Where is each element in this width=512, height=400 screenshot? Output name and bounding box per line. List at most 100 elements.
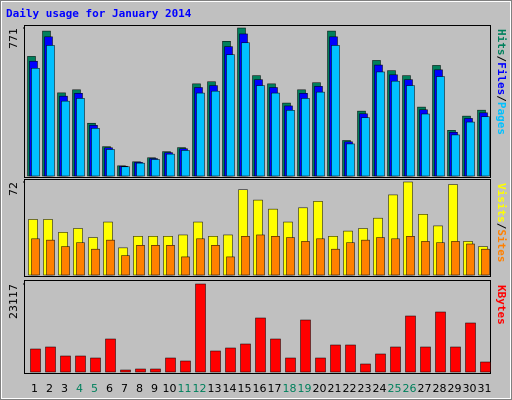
bar	[91, 128, 100, 177]
bar	[420, 346, 431, 373]
legend-entry: Files	[495, 62, 508, 95]
bar	[345, 344, 356, 373]
bar	[31, 68, 40, 177]
x-tick-label: 22	[343, 382, 357, 395]
bar	[31, 238, 40, 276]
bar	[166, 153, 175, 177]
legend-entry: Pages	[495, 102, 508, 135]
bar	[271, 92, 280, 177]
legend-separator: /	[495, 56, 508, 63]
y-tick-label: 72	[7, 182, 20, 196]
bar	[151, 159, 160, 177]
bar	[481, 116, 490, 177]
bar	[211, 90, 220, 177]
x-tick-label: 5	[91, 382, 98, 395]
bar	[361, 239, 370, 276]
legend-separator: /	[495, 223, 508, 230]
bar	[330, 344, 341, 373]
bar	[151, 245, 160, 276]
x-tick-label: 28	[433, 382, 447, 395]
x-tick-label: 4	[76, 382, 83, 395]
bar	[451, 134, 460, 177]
x-tick-label: 23	[358, 382, 372, 395]
bar	[361, 117, 370, 177]
bar	[466, 121, 475, 177]
bar	[195, 283, 206, 373]
bar	[76, 98, 85, 177]
bar	[286, 110, 295, 177]
bar	[316, 91, 325, 177]
bar	[375, 353, 386, 373]
x-tick-label: 17	[268, 382, 282, 395]
bar	[376, 237, 385, 276]
x-tick-label: 8	[136, 382, 143, 395]
x-tick-label: 21	[328, 382, 342, 395]
bar	[105, 338, 116, 373]
bar	[436, 76, 445, 177]
legend-entry: KBytes	[495, 285, 508, 325]
bar	[46, 45, 55, 177]
bar	[376, 71, 385, 177]
bar	[121, 166, 130, 177]
bar	[60, 355, 71, 373]
bar	[255, 317, 266, 373]
bar	[300, 319, 311, 373]
bar	[106, 149, 115, 177]
x-tick-label: 1	[31, 382, 38, 395]
x-tick-label: 14	[223, 382, 237, 395]
bar	[181, 150, 190, 177]
bar	[256, 234, 265, 276]
y-tick-label: 771	[7, 28, 20, 49]
bar	[346, 143, 355, 177]
legend-entry: Sites	[495, 229, 508, 262]
bar	[286, 237, 295, 276]
x-tick-label: 15	[238, 382, 252, 395]
bar	[120, 369, 131, 373]
bar	[405, 315, 416, 373]
bar	[46, 239, 55, 276]
bar	[435, 311, 446, 373]
x-tick-label: 2	[46, 382, 53, 395]
bar	[360, 363, 371, 373]
bar	[406, 236, 415, 276]
bar	[481, 248, 490, 276]
bar	[240, 343, 251, 373]
legend-entry: Hits	[495, 29, 508, 56]
bar	[61, 246, 70, 276]
bar	[421, 113, 430, 177]
bar	[166, 245, 175, 276]
x-tick-label: 6	[106, 382, 113, 395]
chart-title: Daily usage for January 2014	[6, 7, 192, 20]
legend-separator: /	[495, 95, 508, 102]
legend: Visits/Sites	[495, 183, 508, 263]
bar	[76, 242, 85, 276]
bar	[316, 238, 325, 276]
bar	[121, 255, 130, 276]
bar	[91, 248, 100, 276]
bar	[225, 347, 236, 373]
bar	[196, 92, 205, 177]
bar	[196, 238, 205, 276]
legend: Hits/Files/Pages	[495, 29, 508, 135]
bar	[75, 355, 86, 373]
bar	[271, 236, 280, 276]
bar	[165, 357, 176, 373]
bar	[106, 239, 115, 276]
bar	[241, 236, 250, 276]
x-tick-label: 30	[463, 382, 477, 395]
bar	[136, 162, 145, 177]
bar	[285, 357, 296, 373]
x-tick-label: 9	[151, 382, 158, 395]
bar	[180, 360, 191, 373]
bar	[135, 368, 146, 373]
x-tick-label: 19	[298, 382, 312, 395]
bar	[331, 248, 340, 276]
bar	[436, 242, 445, 276]
bar	[226, 256, 235, 276]
x-tick-label: 11	[178, 382, 192, 395]
bar	[315, 357, 326, 373]
bar	[61, 100, 70, 177]
